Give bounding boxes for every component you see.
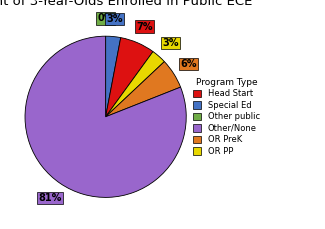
Wedge shape (106, 36, 121, 117)
Title: Percent of 3-Year-Olds Enrolled in Public ECE: Percent of 3-Year-Olds Enrolled in Publi… (0, 0, 253, 8)
Wedge shape (106, 62, 181, 117)
Text: 3%: 3% (107, 14, 123, 24)
Legend: Head Start, Special Ed, Other public, Other/None, OR PreK, OR PP: Head Start, Special Ed, Other public, Ot… (190, 75, 263, 158)
Text: 6%: 6% (180, 59, 197, 69)
Text: 81%: 81% (39, 193, 62, 203)
Wedge shape (25, 36, 186, 197)
Wedge shape (106, 38, 153, 117)
Text: 0%: 0% (98, 14, 114, 23)
Wedge shape (106, 52, 164, 117)
Text: 7%: 7% (136, 22, 153, 32)
Text: 3%: 3% (162, 38, 179, 48)
